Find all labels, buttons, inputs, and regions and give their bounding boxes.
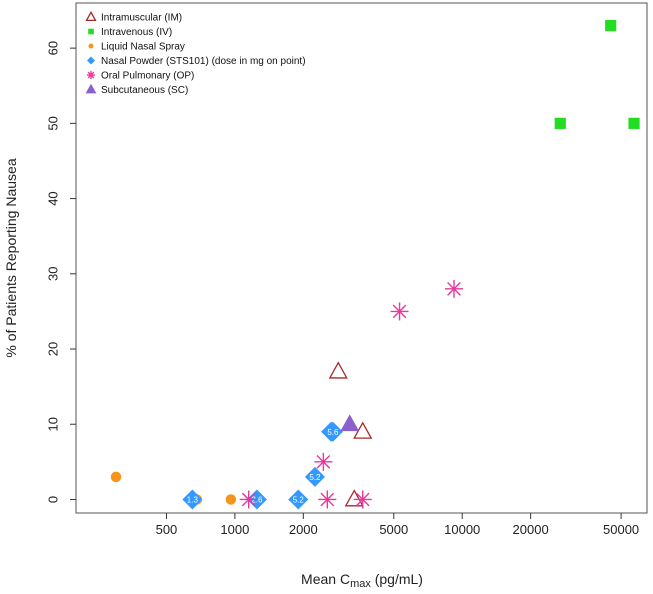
- asterisk-stroke: [320, 492, 335, 507]
- data-point-intravenous-iv: [628, 117, 640, 129]
- data-point-nasal-powder-sts101-dose-in-mg-on-point: [288, 489, 309, 510]
- series-liquid-nasal-spray: [110, 471, 237, 505]
- data-point-dose-label: 1.3: [187, 495, 199, 504]
- data-point-oral-pulmonary-op: [390, 302, 409, 321]
- x-tick-label: 500: [156, 522, 178, 537]
- data-point-nasal-powder-sts101-dose-in-mg-on-point: [304, 466, 325, 487]
- legend-label-nasal-powder-sts101-dose-in-mg-on-point: Nasal Powder (STS101) (dose in mg on poi…: [101, 56, 306, 67]
- legend-label-subcutaneous-sc: Subcutaneous (SC): [101, 85, 188, 96]
- data-point-oral-pulmonary-op: [318, 490, 337, 509]
- x-axis-label-prefix: Mean C: [301, 571, 350, 587]
- data-point-oral-pulmonary-op: [444, 279, 463, 298]
- data-point-intravenous-iv: [605, 19, 617, 32]
- series-subcutaneous-sc: [340, 414, 360, 432]
- x-tick-label: 20000: [513, 522, 549, 537]
- x-tick-label: 10000: [444, 522, 480, 537]
- data-point-intravenous-iv: [554, 117, 566, 129]
- y-tick-label: 0: [46, 496, 61, 503]
- legend-marker-subcutaneous-sc: [85, 83, 97, 94]
- data-point-nasal-powder-sts101-dose-in-mg-on-point: [322, 421, 343, 442]
- asterisk-stroke: [316, 454, 331, 469]
- x-tick-label: 50000: [603, 522, 639, 537]
- asterisk-stroke: [392, 304, 407, 319]
- x-axis-label-subscript: max: [350, 578, 371, 590]
- data-point-subcutaneous-sc: [340, 414, 360, 432]
- plot-frame: [75, 2, 648, 514]
- series-intravenous-iv: [554, 19, 640, 129]
- y-tick-label: 10: [46, 417, 61, 431]
- y-tick-label: 40: [46, 191, 61, 205]
- legend-marker-intravenous-iv: [88, 28, 94, 35]
- series-oral-pulmonary-op: [239, 279, 463, 509]
- y-tick-label: 20: [46, 342, 61, 356]
- legend-label-intramuscular-im: Intramuscular (IM): [101, 13, 182, 24]
- x-tick-label: 1000: [220, 522, 249, 537]
- legend: Intramuscular (IM) Intravenous (IV) Liquid…: [85, 10, 306, 96]
- asterisk-stroke: [355, 492, 370, 507]
- legend-label-intravenous-iv: Intravenous (IV): [101, 27, 172, 38]
- x-tick-label: 5000: [379, 522, 408, 537]
- data-point-dose-label: 5.2: [309, 473, 321, 482]
- y-axis-label: % of Patients Reporting Nausea: [3, 158, 19, 357]
- data-point-liquid-nasal-spray: [225, 494, 237, 505]
- legend-label-oral-pulmonary-op: Oral Pulmonary (OP): [101, 71, 194, 82]
- data-point-nasal-powder-sts101-dose-in-mg-on-point: [182, 489, 203, 510]
- data-point-intramuscular-im: [344, 489, 364, 507]
- x-tick-label: 2000: [289, 522, 318, 537]
- y-tick-label: 50: [46, 116, 61, 130]
- x-axis: 500 1000 2000 5000 10000 20000 50000: [156, 513, 639, 537]
- y-tick-label: 60: [46, 41, 61, 55]
- legend-marker-liquid-nasal-spray: [88, 43, 94, 49]
- data-point-oral-pulmonary-op: [239, 490, 258, 509]
- asterisk-stroke: [241, 492, 256, 507]
- y-axis: 0 10 20 30 40 50 60: [46, 41, 76, 503]
- asterisk-stroke: [87, 71, 95, 79]
- y-tick-label: 30: [46, 267, 61, 281]
- asterisk-stroke: [447, 281, 461, 296]
- legend-marker-intramuscular-im: [85, 10, 97, 22]
- data-point-intramuscular-im: [328, 361, 348, 379]
- data-point-dose-label: 5.2: [293, 495, 305, 504]
- legend-marker-oral-pulmonary-op: [87, 71, 95, 79]
- data-point-dose-label: 5.6: [327, 428, 339, 437]
- data-point-liquid-nasal-spray: [110, 471, 122, 483]
- data-point-oral-pulmonary-op: [314, 452, 333, 471]
- data-point-oral-pulmonary-op: [353, 490, 372, 509]
- data-points: 1.32.65.25.27.85.6: [110, 19, 640, 510]
- x-axis-label-suffix: (pg/mL): [371, 571, 423, 587]
- legend-marker-nasal-powder-sts101-dose-in-mg-on-point: [87, 56, 95, 65]
- x-axis-label: Mean Cmax (pg/mL): [301, 571, 423, 590]
- legend-label-liquid-nasal-spray: Liquid Nasal Spray: [101, 42, 185, 53]
